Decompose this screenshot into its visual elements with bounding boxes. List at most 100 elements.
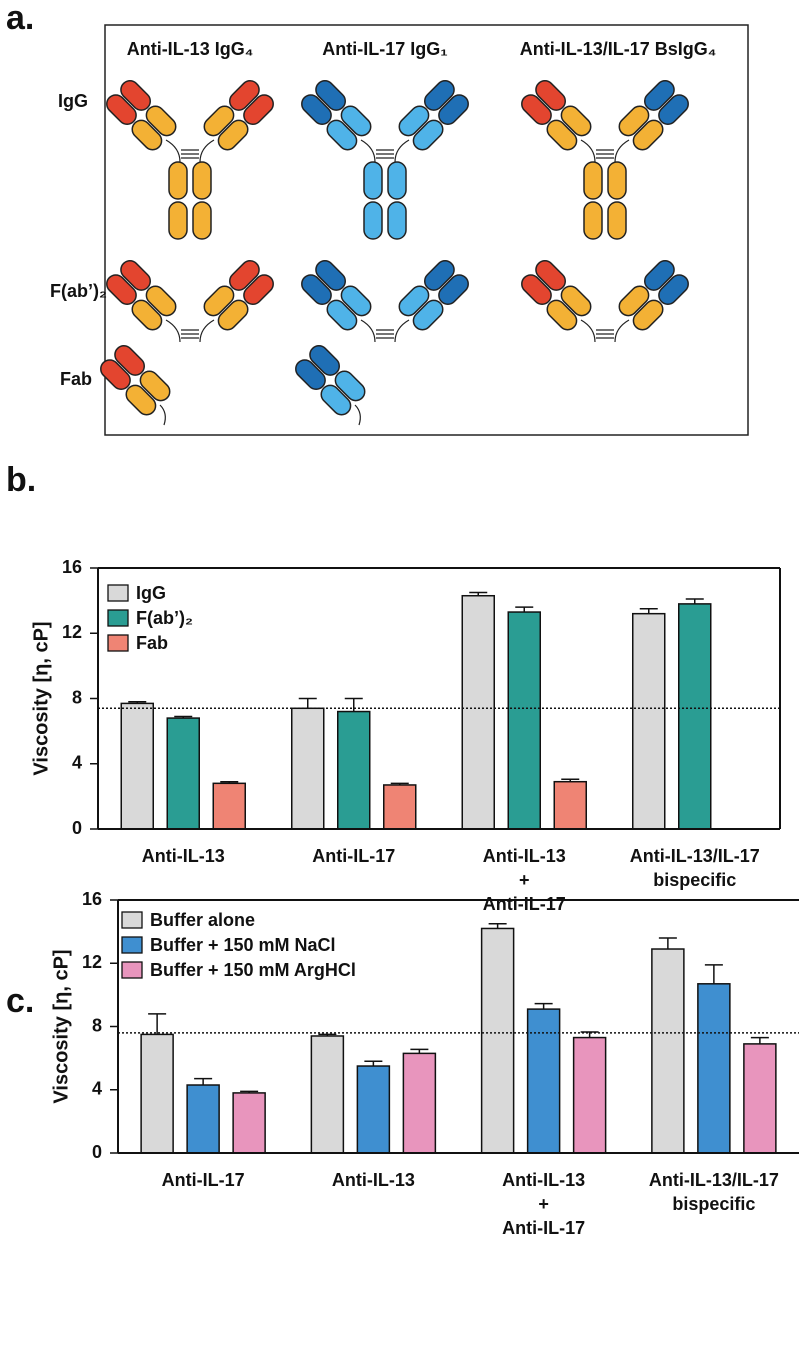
column-header: Anti-IL-13 IgG₄ xyxy=(127,39,254,59)
fc-domain xyxy=(583,161,603,200)
fc-domain xyxy=(607,161,627,200)
constant-domain xyxy=(203,285,235,317)
column-header: Anti-IL-17 IgG₁ xyxy=(322,39,447,59)
error-bar xyxy=(639,608,658,614)
fc-domain xyxy=(168,201,188,240)
constant-domain xyxy=(217,119,249,151)
fab-arm xyxy=(521,260,592,331)
legend-label: IgG xyxy=(136,583,166,603)
bar xyxy=(697,983,731,1154)
y-axis-title: Viscosity [η, cP] xyxy=(30,621,52,775)
bar xyxy=(120,702,154,830)
fc-domain xyxy=(387,161,407,200)
constant-domain xyxy=(340,105,372,137)
fc-domain xyxy=(583,201,603,240)
error-bar xyxy=(580,1031,599,1038)
x-tick-label: bispecific xyxy=(653,870,736,890)
fab-arm xyxy=(521,80,592,151)
variable-domain xyxy=(301,274,332,306)
row-label: F(ab’)₂ xyxy=(50,281,107,301)
fab-arm xyxy=(106,80,177,151)
bar xyxy=(743,1043,777,1154)
error-bar xyxy=(658,937,677,950)
variable-domain xyxy=(423,260,455,291)
bar xyxy=(526,1008,561,1154)
constant-domain xyxy=(131,119,163,151)
row-label: IgG xyxy=(58,91,88,111)
constant-domain xyxy=(125,384,157,416)
legend-label: Buffer + 150 mM NaCl xyxy=(150,935,336,955)
bar xyxy=(232,1092,266,1154)
hinge xyxy=(165,139,215,163)
constant-domain xyxy=(145,105,177,137)
variable-domain xyxy=(658,274,689,306)
error-bar xyxy=(685,598,704,604)
constant-domain xyxy=(632,119,664,151)
x-tick-label: + xyxy=(538,1194,549,1214)
fc-domain xyxy=(192,201,212,240)
legend-label: F(ab’)₂ xyxy=(136,608,193,628)
error-bar xyxy=(148,1013,167,1035)
fab-arm xyxy=(203,260,274,331)
error-bar xyxy=(364,1060,383,1067)
constant-domain xyxy=(412,119,444,151)
constant-domain xyxy=(632,299,664,331)
fab-arm xyxy=(301,260,372,331)
constant-domain xyxy=(546,299,578,331)
error-bar xyxy=(488,922,507,929)
variable-domain xyxy=(535,80,567,111)
bar xyxy=(651,948,685,1154)
bar xyxy=(140,1033,174,1154)
fc-domain xyxy=(363,161,383,200)
variable-domain xyxy=(521,274,552,306)
fab-tail xyxy=(159,404,166,426)
fab-arm xyxy=(106,260,177,331)
variable-domain xyxy=(301,94,332,126)
y-tick-label: 0 xyxy=(72,818,82,838)
variable-domain xyxy=(243,94,274,126)
bar xyxy=(383,784,417,830)
bar xyxy=(632,612,666,830)
error-bar xyxy=(534,1002,553,1010)
column-header: Anti-IL-13/IL-17 BsIgG₄ xyxy=(520,39,717,59)
variable-domain xyxy=(438,274,469,306)
x-tick-label: Anti-IL-13 xyxy=(142,846,225,866)
hinge xyxy=(580,319,630,343)
bar xyxy=(572,1036,607,1154)
constant-domain xyxy=(334,370,366,402)
x-tick-label: Anti-IL-17 xyxy=(483,894,566,914)
legend-swatch xyxy=(107,634,129,652)
bar xyxy=(356,1065,391,1154)
row-label: Fab xyxy=(60,369,92,389)
constant-domain xyxy=(320,384,352,416)
hinge xyxy=(580,139,630,163)
fab-arm xyxy=(295,345,366,416)
error-bar xyxy=(298,697,317,709)
y-tick-label: 4 xyxy=(72,753,82,773)
variable-domain xyxy=(100,359,131,391)
panel-label: a. xyxy=(6,0,34,37)
fab-arm xyxy=(618,80,689,151)
legend-swatch xyxy=(107,584,129,602)
hinge xyxy=(360,139,410,163)
constant-domain xyxy=(398,105,430,137)
y-tick-label: 16 xyxy=(62,557,82,577)
bar xyxy=(212,782,246,830)
variable-domain xyxy=(114,345,146,376)
x-tick-label: Anti-IL-13 xyxy=(332,1170,415,1190)
legend-label: Fab xyxy=(136,633,168,653)
fab-tail xyxy=(354,404,361,426)
fc-domain xyxy=(168,161,188,200)
variable-domain xyxy=(643,80,675,111)
bar xyxy=(166,717,200,830)
constant-domain xyxy=(618,285,650,317)
legend-swatch xyxy=(121,911,143,929)
bar xyxy=(480,927,515,1154)
fab-arm xyxy=(301,80,372,151)
variable-domain xyxy=(535,260,567,291)
variable-domain xyxy=(120,260,152,291)
legend-label: Buffer + 150 mM ArgHCl xyxy=(150,960,356,980)
variable-domain xyxy=(106,94,137,126)
error-bar xyxy=(704,964,723,984)
constant-domain xyxy=(340,285,372,317)
